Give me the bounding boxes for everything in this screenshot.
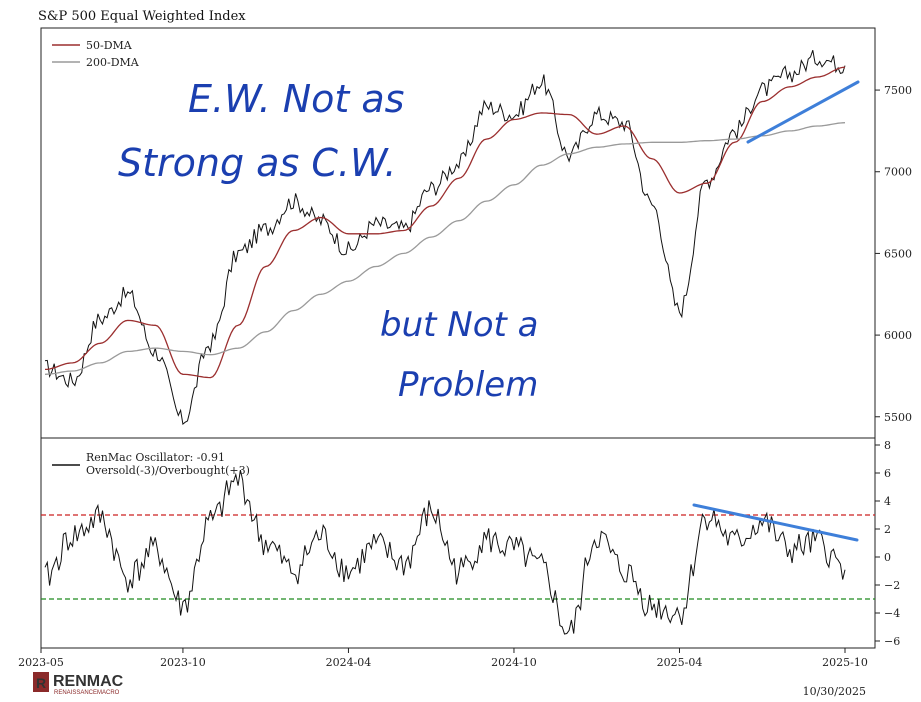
oscillator-legend: RenMac Oscillator: -0.91 Oversold(-3)/Ov… [52, 451, 250, 477]
oscillator-y-axis: −6 −4 −2 0 2 4 6 8 [875, 439, 900, 648]
x-tick-label: 2024-04 [326, 656, 372, 669]
x-tick-label: 2023-10 [160, 656, 206, 669]
price-y-tick-label: 6000 [884, 329, 912, 342]
legend-label-bands: Oversold(-3)/Overbought(+3) [86, 464, 250, 477]
oscillator-y-tick-label: 4 [884, 495, 891, 508]
annotation-line-4: Problem [398, 365, 538, 405]
logo-main-text: RENMAC [53, 673, 124, 690]
legend-label-50dma: 50-DMA [86, 39, 133, 52]
oscillator-y-tick-label: 0 [884, 551, 891, 564]
annotation-line-3: but Not a [380, 305, 538, 345]
oscillator-trendline [692, 503, 859, 542]
chart-title: S&P 500 Equal Weighted Index [38, 9, 246, 24]
price-y-tick-label: 7500 [884, 84, 912, 97]
price-y-axis: 5500 6000 6500 7000 7500 [875, 84, 912, 424]
oscillator-y-tick-label: 2 [884, 523, 891, 536]
oscillator-y-tick-label: −6 [884, 635, 900, 648]
annotation-line-2: Strong as C.W. [118, 141, 397, 185]
oscillator-y-tick-label: 6 [884, 467, 891, 480]
legend-label-200dma: 200-DMA [86, 56, 140, 69]
price-trendline [746, 80, 860, 144]
dma200-line [44, 122, 846, 375]
legend-label-oscillator: RenMac Oscillator: -0.91 [86, 451, 225, 464]
oscillator-y-tick-label: −2 [884, 579, 900, 592]
reference-lines [41, 514, 875, 600]
annotation-line-1: E.W. Not as [188, 77, 404, 121]
oscillator-y-tick-label: −4 [884, 607, 900, 620]
dma50-line [44, 66, 846, 379]
price-y-tick-label: 7000 [884, 166, 912, 179]
price-series-line [44, 50, 846, 426]
renmac-logo: R RENMAC RENAISSANCEMACRO [33, 672, 124, 696]
chart-date: 10/30/2025 [803, 685, 866, 698]
x-tick-label: 2025-04 [657, 656, 703, 669]
price-y-tick-label: 5500 [884, 411, 912, 424]
price-y-tick-label: 6500 [884, 247, 912, 260]
oscillator-y-tick-label: 8 [884, 439, 891, 452]
series-lines [44, 50, 846, 635]
oscillator-series-line [44, 469, 846, 635]
logo-mark [33, 672, 49, 692]
price-legend: 50-DMA 200-DMA [52, 39, 140, 69]
x-tick-label: 2025-10 [822, 656, 868, 669]
oscillator-panel-frame [40, 437, 876, 649]
logo-sub-text: RENAISSANCEMACRO [54, 690, 120, 696]
x-tick-label: 2024-10 [491, 656, 537, 669]
x-tick-label: 2023-05 [18, 656, 64, 669]
logo-mark-letter: R [36, 675, 46, 691]
x-axis: 2023-05 2023-10 2024-04 2024-10 2025-04 2025-… [18, 648, 868, 669]
